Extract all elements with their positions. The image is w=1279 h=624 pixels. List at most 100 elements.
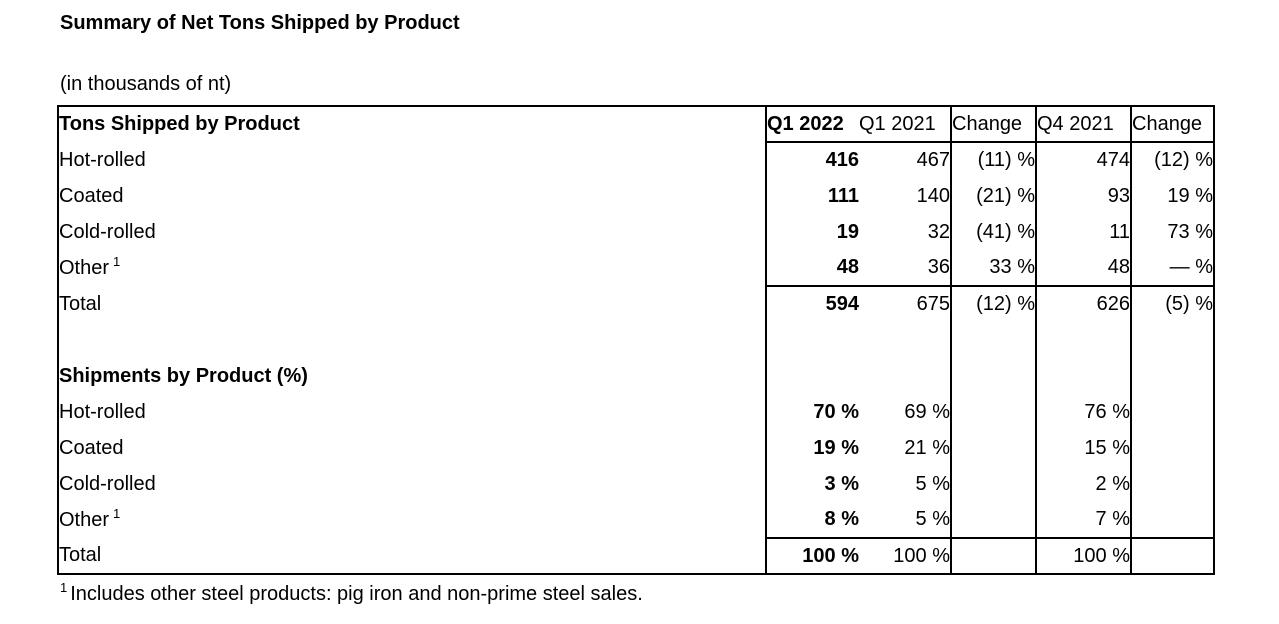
net-tons-table: Tons Shipped by Product Q1 2022 Q1 2021 … bbox=[57, 105, 1215, 575]
cell-change-q1: (21) % bbox=[950, 178, 1036, 214]
cell-change-q4: 19 % bbox=[1130, 178, 1214, 214]
table-row-total-tons: Total 594 675 (12) % 626 (5) % bbox=[58, 285, 1214, 322]
cell-q4-2021: 626 bbox=[1035, 285, 1131, 322]
cell-q4-2021: 93 bbox=[1035, 178, 1131, 214]
cell-q1-2022: 594 bbox=[765, 285, 859, 322]
cell-q1-2022: 19 bbox=[765, 214, 859, 250]
cell-change-q4 bbox=[1130, 430, 1214, 466]
cell-q4-2021: 76 % bbox=[1035, 394, 1131, 430]
cell-q1-2021: 675 bbox=[859, 285, 951, 322]
empty-cell bbox=[765, 322, 859, 358]
cell-q1-2021: 69 % bbox=[904, 400, 950, 423]
row-label: Cold-rolled bbox=[59, 472, 156, 495]
row-label: Coated bbox=[59, 436, 124, 459]
cell-q1-2022: 70 % bbox=[765, 394, 859, 430]
cell-q1-2022: 48 bbox=[765, 250, 859, 286]
table-row-pct-hot-rolled: Hot-rolled 70 % 69 % 76 % bbox=[58, 394, 1214, 430]
cell-q4-2021: 48 bbox=[1035, 250, 1131, 286]
cell-q4-2021: 2 % bbox=[1035, 466, 1131, 502]
footnote: 1 Includes other steel products: pig iron… bbox=[60, 581, 1279, 607]
table-row-total-pct: Total 100 % 100 % 100 % bbox=[58, 537, 1214, 574]
section-header-label: Shipments by Product (%) bbox=[59, 364, 308, 387]
col-header-q1-2022: Q1 2022 bbox=[765, 106, 859, 143]
col-header-q1-2021: Q1 2021 bbox=[859, 106, 951, 143]
table-row-other: Other 1 48 36 33 % 48 — % bbox=[58, 250, 1214, 286]
row-label: Hot-rolled bbox=[59, 148, 146, 171]
empty-cell bbox=[859, 322, 951, 358]
cell-q4-2021: 100 % bbox=[1035, 537, 1131, 574]
cell-change-q4 bbox=[1130, 502, 1214, 538]
cell-q1-2021: 36 bbox=[927, 256, 950, 278]
empty-cell bbox=[765, 358, 859, 394]
table-row-coated: Coated 111 140 (21) % 93 19 % bbox=[58, 178, 1214, 214]
cell-q1-2022: 19 % bbox=[765, 430, 859, 466]
footnote-ref: 1 bbox=[113, 505, 121, 521]
cell-q1-2021: 32 bbox=[927, 220, 950, 243]
footnote-ref: 1 bbox=[113, 253, 121, 269]
units-note: (in thousands of nt) bbox=[60, 73, 232, 95]
cell-change-q1: (11) % bbox=[950, 142, 1036, 178]
empty-cell bbox=[859, 358, 951, 394]
row-label: Cold-rolled bbox=[59, 220, 156, 243]
row-label: Coated bbox=[59, 184, 124, 207]
empty-cell bbox=[1035, 322, 1131, 358]
empty-cell bbox=[950, 322, 1036, 358]
cell-change-q4: — % bbox=[1130, 250, 1214, 286]
cell-q1-2022: 8 % bbox=[765, 502, 859, 538]
cell-q4-2021: 7 % bbox=[1035, 502, 1131, 538]
page-title: Summary of Net Tons Shipped by Product bbox=[60, 12, 460, 34]
cell-change-q1: (12) % bbox=[950, 285, 1036, 322]
cell-change-q1 bbox=[950, 466, 1036, 502]
cell-change-q1 bbox=[950, 430, 1036, 466]
cell-q1-2021: 140 bbox=[916, 184, 950, 207]
cell-change-q1 bbox=[950, 502, 1036, 538]
cell-q4-2021: 11 bbox=[1035, 214, 1131, 250]
empty-cell bbox=[1130, 322, 1214, 358]
empty-cell bbox=[950, 358, 1036, 394]
cell-q4-2021: 15 % bbox=[1035, 430, 1131, 466]
row-label: Other 1 bbox=[59, 505, 121, 531]
cell-change-q4 bbox=[1130, 394, 1214, 430]
empty-cell bbox=[1130, 358, 1214, 394]
cell-change-q4 bbox=[1130, 466, 1214, 502]
cell-change-q1: 33 % bbox=[950, 250, 1036, 286]
cell-change-q4: 73 % bbox=[1130, 214, 1214, 250]
table-row-pct-other: Other 1 8 % 5 % 7 % bbox=[58, 502, 1214, 538]
row-label: Total bbox=[59, 292, 102, 315]
cell-q1-2021: 467 bbox=[916, 149, 950, 171]
cell-q1-2021: 5 % bbox=[915, 508, 950, 530]
cell-q1-2021: 100 % bbox=[859, 537, 951, 574]
row-label: Hot-rolled bbox=[59, 400, 146, 423]
cell-q1-2022: 416 bbox=[765, 142, 859, 178]
cell-change-q1: (41) % bbox=[950, 214, 1036, 250]
footnote-text: Includes other steel products: pig iron … bbox=[70, 583, 643, 605]
col-header-change-q1: Change bbox=[950, 106, 1036, 143]
document: Summary of Net Tons Shipped by Product (… bbox=[57, 12, 1279, 607]
empty-cell bbox=[58, 322, 766, 358]
table-row-cold-rolled: Cold-rolled 19 32 (41) % 11 73 % bbox=[58, 214, 1214, 250]
cell-q4-2021: 474 bbox=[1035, 142, 1131, 178]
cell-change-q4 bbox=[1130, 537, 1214, 574]
row-label: Other 1 bbox=[59, 253, 121, 279]
footnote-marker: 1 bbox=[60, 580, 68, 596]
section-header-row: Shipments by Product (%) bbox=[58, 358, 1214, 394]
cell-q1-2022: 100 % bbox=[765, 537, 859, 574]
cell-q1-2021: 21 % bbox=[904, 436, 950, 459]
col-header-change-q4: Change bbox=[1130, 106, 1214, 143]
spacer-row bbox=[58, 322, 1214, 358]
cell-q1-2022: 3 % bbox=[765, 466, 859, 502]
header-label: Tons Shipped by Product bbox=[59, 113, 300, 135]
col-header-q4-2021: Q4 2021 bbox=[1035, 106, 1131, 143]
cell-q1-2021: 5 % bbox=[915, 472, 950, 495]
cell-change-q4: (5) % bbox=[1130, 285, 1214, 322]
table-row-pct-cold-rolled: Cold-rolled 3 % 5 % 2 % bbox=[58, 466, 1214, 502]
row-label: Total bbox=[59, 544, 102, 566]
table-row-hot-rolled: Hot-rolled 416 467 (11) % 474 (12) % bbox=[58, 142, 1214, 178]
cell-q1-2022: 111 bbox=[765, 178, 859, 214]
table-row-pct-coated: Coated 19 % 21 % 15 % bbox=[58, 430, 1214, 466]
cell-change-q1 bbox=[950, 394, 1036, 430]
cell-change-q4: (12) % bbox=[1130, 142, 1214, 178]
table-header-row: Tons Shipped by Product Q1 2022 Q1 2021 … bbox=[58, 106, 1214, 143]
cell-change-q1 bbox=[950, 537, 1036, 574]
empty-cell bbox=[1035, 358, 1131, 394]
